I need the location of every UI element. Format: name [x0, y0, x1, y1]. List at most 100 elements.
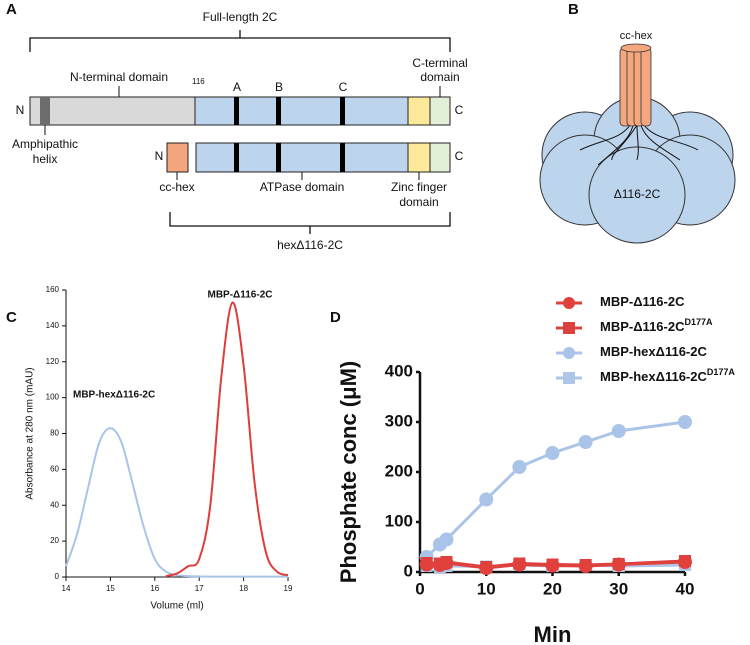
y-tick-label: 0 [404, 561, 413, 580]
legend-marker [563, 347, 575, 359]
subunit [588, 146, 686, 244]
c-terminal-domain [429, 96, 451, 126]
legend-entry: MBP-hexΔ116-2CD177A [600, 367, 735, 384]
y-tick-label: 20 [50, 536, 59, 545]
linker [640, 124, 681, 161]
y-tick-label: 300 [385, 411, 413, 430]
y-tick-label: 40 [50, 500, 59, 509]
zinc-finger [407, 142, 431, 173]
marker [678, 415, 692, 429]
marker [439, 556, 454, 570]
label: C [455, 149, 464, 163]
motif [234, 97, 239, 125]
amphipathic-helix [40, 97, 50, 125]
y-tick-label: 140 [46, 321, 60, 330]
panel-a: A Full-length 2C N C A B C 116 N-termina… [6, 1, 468, 252]
atpase-domain [195, 142, 409, 173]
motif [340, 143, 345, 172]
cc-hex [166, 142, 189, 173]
label: N [16, 103, 25, 117]
y-tick-label: 100 [46, 393, 60, 402]
linker [579, 124, 631, 151]
legend-marker [563, 372, 575, 384]
helix [640, 47, 652, 127]
label: Zinc finger [391, 180, 447, 194]
x-tick-label: 10 [477, 579, 496, 598]
label: cc-hex [159, 180, 194, 194]
x-tick-label: 16 [150, 584, 159, 593]
series-line [165, 301, 289, 578]
panel-label: C [6, 309, 17, 326]
panel-label: D [330, 309, 341, 326]
y-tick-label: 60 [50, 464, 59, 473]
marker [479, 561, 494, 575]
marker [545, 446, 560, 460]
panel-label: A [6, 1, 17, 18]
x-axis-label: Volume (ml) [150, 601, 203, 612]
motif [340, 97, 345, 125]
motif-label: A [233, 80, 241, 94]
y-tick-label: 100 [385, 511, 413, 530]
panel-b: B cc-hex Δ116-2C [539, 1, 736, 244]
motif [276, 97, 281, 125]
y-tick-label: 160 [46, 285, 60, 294]
x-tick-label: 18 [239, 584, 248, 593]
bracket [29, 30, 451, 52]
y-tick-label: 120 [46, 357, 60, 366]
label: domain [399, 195, 438, 209]
label: N [155, 149, 164, 163]
linker [597, 124, 634, 166]
panel-label: B [568, 1, 579, 18]
x-tick-label: 15 [106, 584, 115, 593]
label: ATPase domain [260, 180, 345, 194]
helix-top [620, 43, 652, 53]
bracket [169, 212, 451, 234]
linker [636, 124, 639, 161]
x-tick-label: 20 [543, 579, 562, 598]
legend-marker [563, 322, 575, 334]
x-tick-label: 19 [284, 584, 293, 593]
label: Amphipathic [12, 137, 78, 151]
legend-name: MBP-hexΔ116-2C [600, 344, 707, 359]
marker [678, 555, 692, 569]
motif [234, 143, 239, 172]
x-tick-label: 0 [415, 579, 424, 598]
y-tick-label: 0 [55, 572, 60, 581]
y-tick-label: 200 [385, 461, 413, 480]
linker [643, 124, 699, 151]
x-tick-label: 14 [62, 584, 71, 593]
label: 116 [192, 77, 205, 86]
y-axis-label: Phosphate conc (μM) [336, 361, 361, 583]
label: helix [33, 152, 58, 166]
atpase-domain [194, 96, 409, 126]
series-label: MBP-Δ116-2C [208, 290, 273, 301]
motif [276, 143, 281, 172]
label: C-terminal [412, 56, 467, 70]
series-label: MBP-hexΔ116-2C [73, 390, 155, 401]
zinc-finger [407, 96, 431, 126]
y-tick-label: 80 [50, 429, 59, 438]
series-line [425, 420, 686, 559]
marker [512, 460, 527, 474]
n-terminal-domain [29, 96, 196, 126]
marker [512, 557, 527, 572]
marker [439, 532, 454, 547]
legend-superscript: D177A [684, 317, 713, 327]
x-tick-label: 40 [676, 579, 695, 598]
motif-label: B [275, 80, 283, 94]
label: Δ116-2C [614, 187, 661, 201]
marker [419, 557, 434, 572]
label: N-terminal domain [70, 70, 168, 84]
y-tick-label: 400 [385, 361, 413, 380]
legend-entry: MBP-Δ116-2C [600, 294, 685, 309]
c-terminal-domain [429, 142, 451, 173]
marker [578, 435, 593, 449]
label: domain [420, 70, 459, 84]
label: Full-length 2C [203, 10, 278, 24]
legend-entry: MBP-hexΔ116-2C [600, 344, 707, 359]
series-line [65, 427, 288, 578]
linker [611, 124, 638, 161]
legend-marker [563, 297, 575, 309]
